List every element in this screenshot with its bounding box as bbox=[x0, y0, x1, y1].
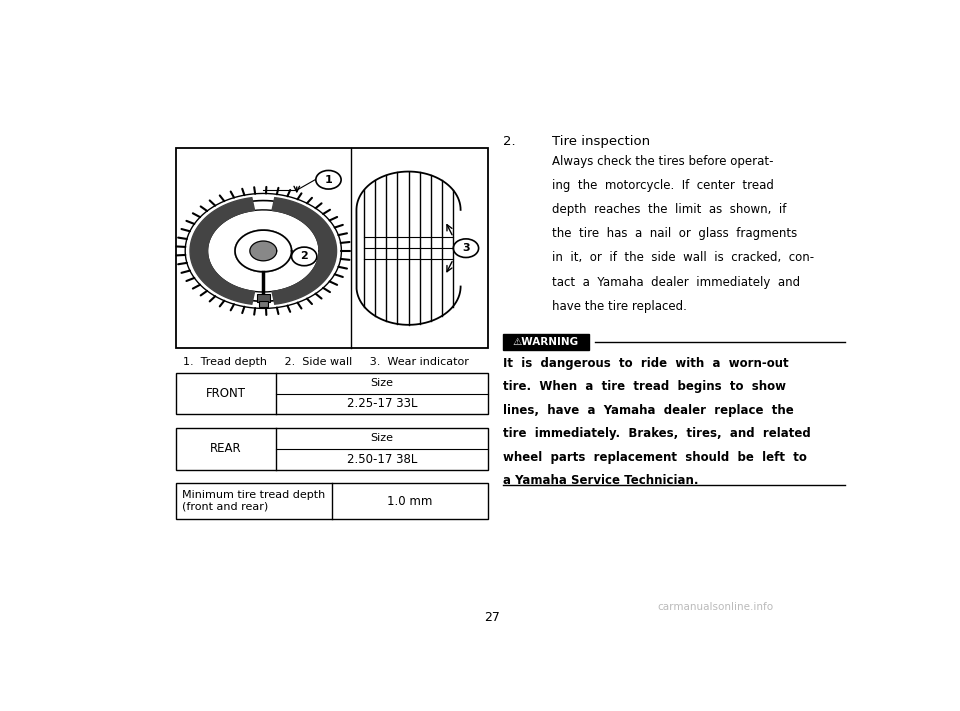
Bar bbox=[503, 333, 588, 350]
Text: REAR: REAR bbox=[210, 442, 242, 455]
Text: 1.0 mm: 1.0 mm bbox=[388, 495, 433, 508]
Text: wheel  parts  replacement  should  be  left  to: wheel parts replacement should be left t… bbox=[503, 451, 807, 464]
Polygon shape bbox=[356, 171, 461, 325]
Polygon shape bbox=[250, 241, 276, 261]
Text: in  it,  or  if  the  side  wall  is  cracked,  con-: in it, or if the side wall is cracked, c… bbox=[551, 252, 814, 264]
Bar bbox=[176, 428, 489, 470]
Text: 2.: 2. bbox=[503, 134, 516, 148]
Text: ⚠WARNING: ⚠WARNING bbox=[513, 337, 579, 347]
Text: tact  a  Yamaha  dealer  immediately  and: tact a Yamaha dealer immediately and bbox=[551, 275, 800, 289]
Text: FRONT: FRONT bbox=[205, 387, 246, 400]
Text: carmanualsonline.info: carmanualsonline.info bbox=[658, 602, 773, 611]
Text: Tire inspection: Tire inspection bbox=[551, 134, 650, 148]
Text: Minimum tire tread depth
(front and rear): Minimum tire tread depth (front and rear… bbox=[181, 491, 325, 512]
Bar bbox=[259, 301, 268, 307]
Text: It  is  dangerous  to  ride  with  a  worn-out: It is dangerous to ride with a worn-out bbox=[503, 356, 789, 370]
Text: ing  the  motorcycle.  If  center  tread: ing the motorcycle. If center tread bbox=[551, 179, 774, 192]
Polygon shape bbox=[235, 230, 292, 272]
Bar bbox=[176, 149, 489, 348]
Text: Always check the tires before operat-: Always check the tires before operat- bbox=[551, 155, 773, 168]
Text: 2: 2 bbox=[300, 252, 308, 262]
Text: 27: 27 bbox=[484, 611, 500, 624]
Text: 1: 1 bbox=[324, 175, 332, 185]
Text: tire.  When  a  tire  tread  begins  to  show: tire. When a tire tread begins to show bbox=[503, 380, 786, 393]
Bar bbox=[176, 483, 489, 519]
Text: have the tire replaced.: have the tire replaced. bbox=[551, 299, 686, 313]
Text: depth  reaches  the  limit  as  shown,  if: depth reaches the limit as shown, if bbox=[551, 203, 786, 216]
Polygon shape bbox=[272, 198, 337, 304]
Bar bbox=[256, 294, 270, 302]
Text: a Yamaha Service Technician.: a Yamaha Service Technician. bbox=[503, 474, 699, 487]
Text: Size: Size bbox=[371, 378, 394, 388]
Text: the  tire  has  a  nail  or  glass  fragments: the tire has a nail or glass fragments bbox=[551, 228, 797, 240]
Text: 2.25-17 33L: 2.25-17 33L bbox=[347, 397, 418, 410]
Text: tire  immediately.  Brakes,  tires,  and  related: tire immediately. Brakes, tires, and rel… bbox=[503, 427, 811, 440]
Text: 3: 3 bbox=[462, 243, 469, 253]
Text: lines,  have  a  Yamaha  dealer  replace  the: lines, have a Yamaha dealer replace the bbox=[503, 404, 794, 417]
Text: 1.  Tread depth     2.  Side wall     3.  Wear indicator: 1. Tread depth 2. Side wall 3. Wear indi… bbox=[183, 357, 469, 367]
Polygon shape bbox=[190, 198, 254, 304]
Text: 2.50-17 38L: 2.50-17 38L bbox=[347, 453, 418, 466]
Bar bbox=[176, 373, 489, 415]
Text: Size: Size bbox=[371, 434, 394, 444]
